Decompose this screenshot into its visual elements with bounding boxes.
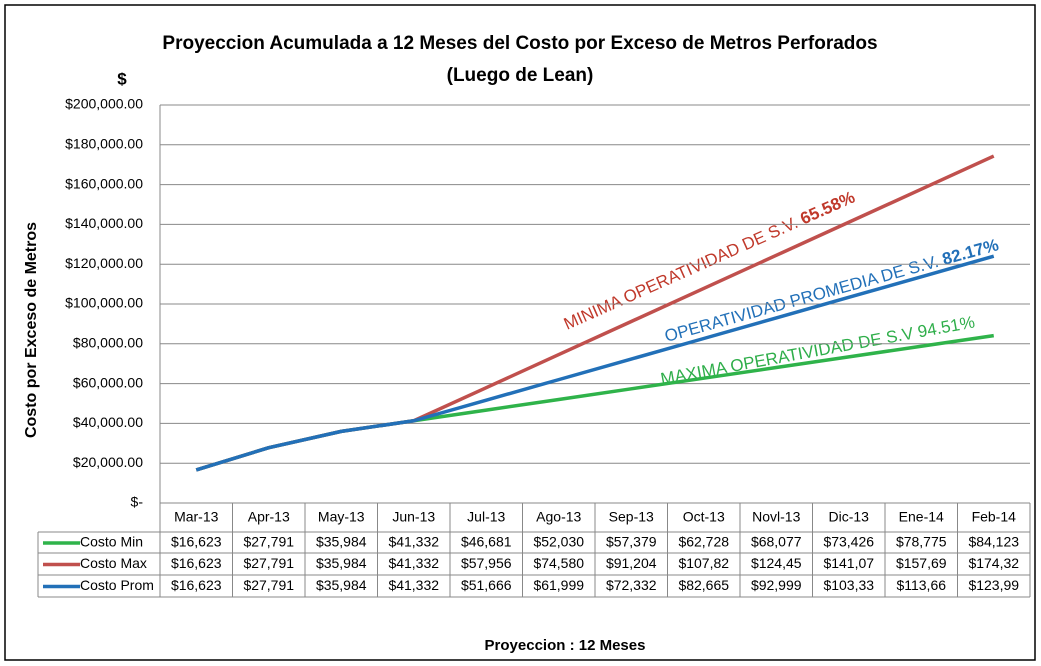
- x-tick-label: Apr-13: [248, 509, 290, 525]
- table-cell: $78,775: [896, 534, 947, 550]
- table-cell: $84,123: [968, 534, 1019, 550]
- y-tick-label: $120,000.00: [65, 255, 143, 271]
- table-cell: $35,984: [316, 534, 367, 550]
- table-cell: $124,45: [751, 555, 802, 571]
- x-tick-label: Feb-14: [972, 509, 1017, 525]
- table-cell: $141,07: [823, 555, 874, 571]
- y-tick-label: $200,000.00: [65, 96, 143, 112]
- x-tick-label: Ene-14: [899, 509, 944, 525]
- table-cell: $107,82: [678, 555, 729, 571]
- table-cell: $35,984: [316, 577, 367, 593]
- table-cell: $157,69: [896, 555, 947, 571]
- y-tick-label: $80,000.00: [73, 335, 143, 351]
- x-tick-label: Mar-13: [174, 509, 219, 525]
- legend-label: Costo Prom: [80, 577, 154, 593]
- table-cell: $16,623: [171, 534, 222, 550]
- y-axis-title: Costo por Exceso de Metros: [23, 222, 40, 438]
- x-tick-label: Oct-13: [683, 509, 725, 525]
- table-cell: $74,580: [533, 555, 584, 571]
- table-cell: $174,32: [968, 555, 1019, 571]
- table-cell: $91,204: [606, 555, 657, 571]
- table-cell: $27,791: [243, 577, 294, 593]
- table-cell: $16,623: [171, 577, 222, 593]
- table-cell: $57,956: [461, 555, 512, 571]
- table-cell: $41,332: [388, 555, 439, 571]
- y-tick-label: $20,000.00: [73, 454, 143, 470]
- table-cell: $123,99: [968, 577, 1019, 593]
- table-cell: $103,33: [823, 577, 874, 593]
- y-tick-label: $-: [131, 494, 144, 510]
- y-tick-label: $100,000.00: [65, 295, 143, 311]
- x-tick-label: Ago-13: [536, 509, 581, 525]
- table-cell: $68,077: [751, 534, 802, 550]
- table-cell: $41,332: [388, 577, 439, 593]
- x-tick-label: Jul-13: [467, 509, 505, 525]
- x-tick-label: Sep-13: [609, 509, 654, 525]
- table-cell: $62,728: [678, 534, 729, 550]
- legend-label: Costo Min: [80, 534, 143, 550]
- table-cell: $57,379: [606, 534, 657, 550]
- table-cell: $113,66: [896, 577, 946, 593]
- y-unit: $: [117, 69, 127, 88]
- x-tick-label: Novl-13: [752, 509, 800, 525]
- table-cell: $52,030: [533, 534, 584, 550]
- chart-border: [4, 4, 1036, 661]
- table-cell: $61,999: [533, 577, 584, 593]
- table-cell: $35,984: [316, 555, 367, 571]
- y-tick-label: $40,000.00: [73, 414, 143, 430]
- x-tick-label: May-13: [318, 509, 365, 525]
- table-cell: $51,666: [461, 577, 512, 593]
- y-tick-label: $180,000.00: [65, 136, 143, 152]
- table-cell: $82,665: [678, 577, 729, 593]
- x-tick-label: Dic-13: [829, 509, 870, 525]
- chart-subtitle: (Luego de Lean): [447, 65, 594, 86]
- y-tick-label: $160,000.00: [65, 175, 143, 191]
- table-cell: $16,623: [171, 555, 222, 571]
- legend-label: Costo Max: [80, 555, 147, 571]
- table-cell: $92,999: [751, 577, 802, 593]
- chart-title: Proyeccion Acumulada a 12 Meses del Cost…: [162, 33, 877, 54]
- table-cell: $46,681: [461, 534, 512, 550]
- x-tick-label: Jun-13: [392, 509, 435, 525]
- y-tick-label: $60,000.00: [73, 374, 143, 390]
- y-tick-label: $140,000.00: [65, 215, 143, 231]
- table-cell: $27,791: [243, 555, 294, 571]
- table-cell: $27,791: [243, 534, 294, 550]
- x-axis-title: Proyeccion : 12 Meses: [485, 637, 646, 654]
- series-line: [195, 254, 995, 472]
- table-cell: $41,332: [388, 534, 439, 550]
- table-cell: $72,332: [606, 577, 657, 593]
- table-cell: $73,426: [823, 534, 874, 550]
